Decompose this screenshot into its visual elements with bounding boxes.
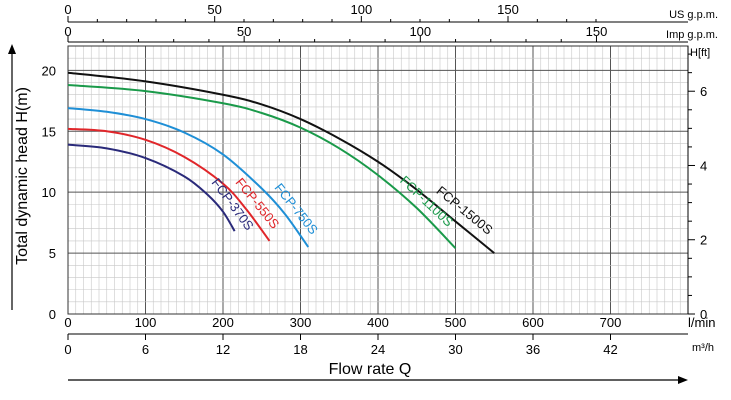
- ft-tick-label: 2: [700, 233, 707, 248]
- y-axis-title: Total dynamic head H(m): [14, 87, 31, 265]
- y-tick-label: 5: [49, 246, 56, 261]
- curves: [67, 71, 495, 254]
- m3h-unit-label: m³/h: [692, 342, 714, 354]
- m3h-tick-label: 24: [371, 342, 385, 357]
- y-tick-label: 15: [42, 124, 56, 139]
- curve-fcp-750s: [67, 107, 310, 248]
- us-gpm-tick-label: 150: [497, 2, 519, 17]
- right-axis: H[ft] 0 2 4 6: [687, 46, 710, 322]
- x-tick-label: 600: [522, 315, 544, 330]
- us-gpm-tick-label: 0: [64, 2, 71, 17]
- ft-ticks: 0 2 4 6: [687, 46, 707, 322]
- y-ticks: 0 5 10 15 20: [42, 63, 56, 322]
- top-axes: 0 50 100 150 0 50 100 150 US g.p.m. Imp g.p.m.: [64, 2, 718, 43]
- us-gpm-tick-label: 50: [207, 2, 221, 17]
- left-axis: 0 5 10 15 20 Total dynamic head H(m): [8, 44, 56, 322]
- ft-tick-label: 6: [700, 84, 707, 99]
- m3h-tick-label: 6: [142, 342, 149, 357]
- imp-gpm-tick-label: 100: [409, 24, 431, 39]
- curve-fcp-1500s: [67, 71, 495, 254]
- x-axis-arrow: [68, 376, 688, 384]
- y-tick-label: 10: [42, 185, 56, 200]
- x-tick-label: 200: [212, 315, 234, 330]
- x-tick-label: 700: [600, 315, 622, 330]
- x-ticks-m3h: 0 6 12 18 24 30 36 42: [64, 333, 688, 357]
- curve-fcp-1100s: [67, 83, 457, 249]
- us-gpm-tick-label: 100: [350, 2, 372, 17]
- curve-fcp-370s: [67, 143, 236, 232]
- y-tick-label: 0: [49, 307, 56, 322]
- imp-gpm-tick-label: 0: [64, 24, 71, 39]
- lmin-unit-label: l/min: [688, 315, 715, 330]
- ft-tick-label: 4: [700, 158, 707, 173]
- imp-gpm-tick-label: 150: [586, 24, 608, 39]
- ft-axis-label: H[ft]: [690, 47, 710, 59]
- m3h-tick-label: 0: [64, 342, 71, 357]
- x-tick-label: 0: [64, 315, 71, 330]
- us-gpm-ticks: 0 50 100 150: [64, 2, 688, 23]
- m3h-tick-label: 12: [216, 342, 230, 357]
- y-tick-label: 20: [42, 63, 56, 78]
- curve-fcp-550s: [67, 127, 271, 242]
- m3h-tick-label: 30: [448, 342, 462, 357]
- m3h-tick-label: 36: [526, 342, 540, 357]
- bottom-axes: 0 100 200 300 400 500 600 700 l/min 0 6 12 18 24 30 3…: [64, 315, 715, 384]
- x-axis-title: Flow rate Q: [329, 361, 412, 378]
- x-tick-label: 400: [367, 315, 389, 330]
- y-axis-arrow: [8, 44, 16, 310]
- m3h-tick-label: 42: [603, 342, 617, 357]
- m3h-tick-label: 18: [293, 342, 307, 357]
- imp-gpm-tick-label: 50: [237, 24, 251, 39]
- x-tick-label: 300: [290, 315, 312, 330]
- x-ticks-lmin: 0 100 200 300 400 500 600 700: [64, 315, 621, 330]
- imp-gpm-label: Imp g.p.m.: [666, 29, 718, 41]
- us-gpm-label: US g.p.m.: [669, 9, 718, 21]
- imp-gpm-ticks: 0 50 100 150: [64, 24, 688, 43]
- ft-tick-label: 0: [700, 307, 707, 322]
- x-tick-label: 100: [135, 315, 157, 330]
- x-tick-label: 500: [445, 315, 467, 330]
- chart-grid: [67, 45, 689, 315]
